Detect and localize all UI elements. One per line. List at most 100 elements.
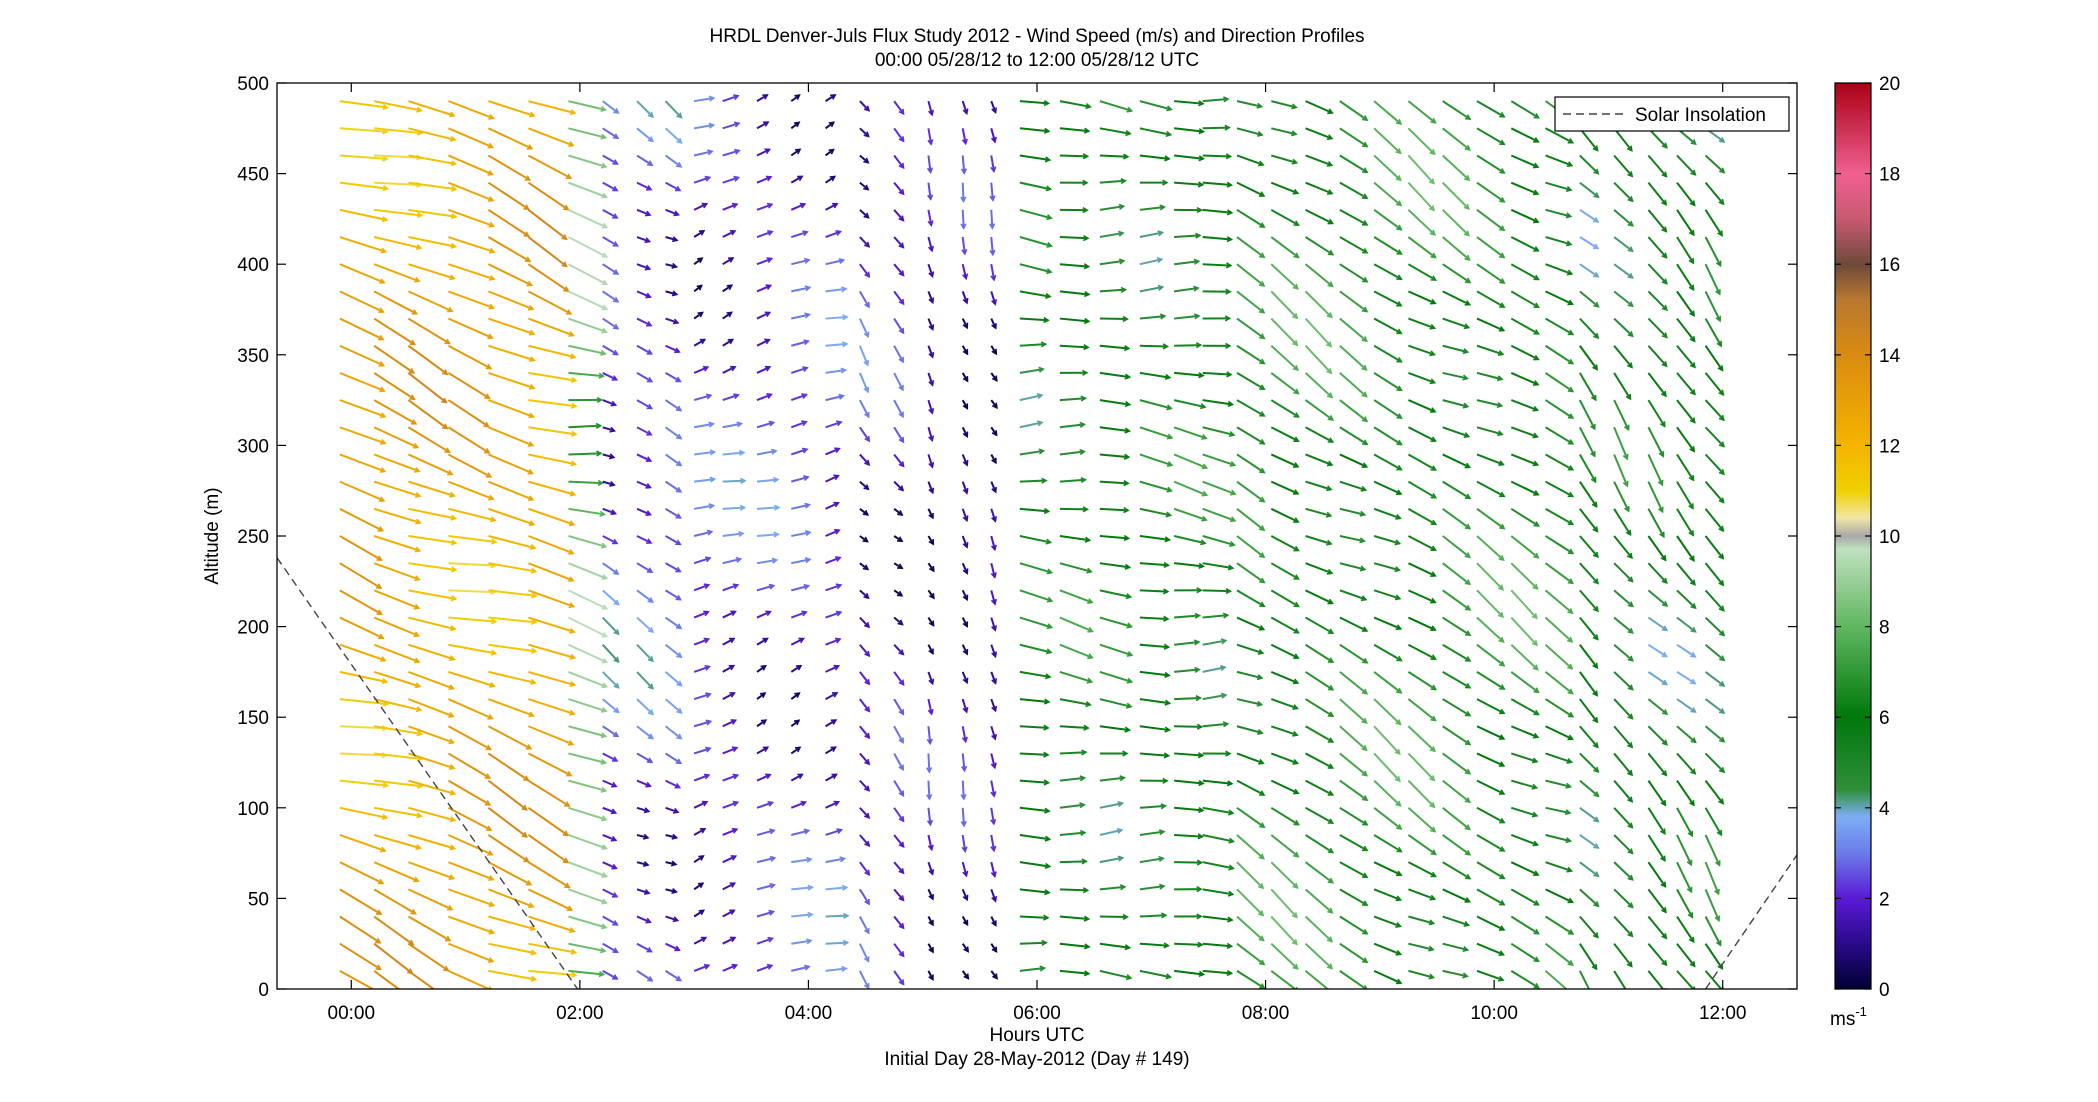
wind-arrow (1139, 942, 1170, 949)
wind-arrow (1174, 100, 1205, 107)
wind-arrow (1139, 912, 1168, 919)
wind-arrow (722, 773, 740, 782)
wind-arrow (1676, 616, 1697, 633)
wind-arrow (1339, 834, 1369, 852)
wind-arrow (791, 911, 814, 918)
wind-arrow (1019, 562, 1054, 575)
wind-arrow (1339, 127, 1369, 148)
x-tick-label: 08:00 (1242, 1003, 1290, 1024)
wind-arrow (1270, 779, 1300, 795)
wind-arrow (1676, 643, 1697, 658)
wind-arrow (1476, 344, 1505, 356)
wind-arrow (568, 100, 608, 112)
wind-arrow (927, 916, 934, 927)
wind-arrow (1339, 643, 1369, 664)
wind-arrow (1139, 777, 1169, 784)
wind-arrow (990, 807, 997, 826)
wind-arrow (408, 698, 455, 718)
wind-arrow (893, 399, 904, 419)
wind-arrow (408, 263, 456, 281)
wind-arrow (825, 202, 839, 211)
wind-arrow (602, 236, 619, 247)
wind-arrow (1305, 127, 1334, 140)
wind-arrow (1545, 779, 1573, 789)
wind-arrow (1442, 942, 1470, 952)
wind-arrow (339, 861, 385, 885)
wind-arrow (990, 264, 997, 282)
wind-arrow (1510, 589, 1538, 620)
wind-arrow (636, 317, 653, 327)
wind-arrow (602, 372, 619, 381)
wind-arrow (1373, 507, 1402, 520)
x-tick-label: 00:00 (328, 1003, 376, 1024)
wind-arrow (1099, 670, 1134, 684)
wind-arrow (339, 371, 386, 393)
wind-arrow (791, 938, 813, 945)
wind-arrow (1442, 535, 1472, 559)
wind-arrow (602, 671, 620, 689)
wind-arrow (1099, 969, 1133, 981)
wind-arrow (1019, 448, 1046, 456)
wind-arrow (1545, 888, 1574, 904)
wind-arrow (722, 909, 736, 918)
wind-arrow (1510, 154, 1540, 169)
wind-arrow (1579, 535, 1599, 559)
wind-arrow (1019, 670, 1052, 680)
wind-arrow (1099, 643, 1134, 657)
wind-arrow (1270, 834, 1300, 858)
wind-arrow (1647, 399, 1666, 428)
wind-arrow (339, 426, 387, 445)
wind-arrow (602, 344, 619, 356)
wind-arrow (1476, 209, 1506, 232)
wind-arrow (373, 507, 422, 525)
wind-arrow (636, 181, 653, 191)
wind-arrow (1407, 426, 1437, 442)
wind-arrow (448, 317, 494, 340)
wind-arrow (339, 453, 387, 473)
wind-arrow (448, 236, 496, 254)
wind-arrow (693, 229, 706, 238)
wind-arrow (1373, 942, 1403, 956)
wind-arrow (1510, 290, 1540, 309)
wind-arrow (1236, 344, 1266, 365)
wind-arrow (448, 480, 495, 501)
wind-arrow (1442, 236, 1471, 261)
wind-arrow (1059, 969, 1091, 977)
wind-arrow (1174, 913, 1203, 920)
wind-arrow (1059, 829, 1087, 837)
wind-arrow (1373, 372, 1403, 392)
wind-arrow (825, 286, 848, 293)
wind-arrow (859, 888, 870, 906)
wind-arrow (927, 562, 935, 573)
wind-arrow (448, 670, 496, 688)
wind-arrow (528, 453, 578, 467)
wind-arrow (990, 291, 997, 306)
wind-arrow (927, 128, 934, 146)
wind-arrow (448, 942, 495, 963)
wind-arrow (373, 562, 421, 582)
wind-arrow (1339, 888, 1369, 906)
wind-arrow (1236, 154, 1265, 167)
wind-arrow (1579, 915, 1599, 939)
wind-arrow (859, 127, 870, 138)
wind-arrow (1270, 208, 1300, 226)
wind-arrow (1704, 345, 1724, 372)
wind-arrow (373, 970, 401, 989)
wind-arrow (1173, 535, 1207, 546)
wind-arrow (1059, 589, 1094, 604)
wind-arrow (893, 752, 904, 772)
wind-arrow (893, 290, 905, 306)
wind-arrow (693, 421, 715, 429)
wind-arrow (961, 481, 969, 495)
wind-arrow (408, 290, 454, 313)
wind-arrow (693, 583, 711, 592)
wind-arrow (791, 828, 811, 836)
wind-arrow (1373, 317, 1403, 335)
wind-arrow (756, 94, 769, 102)
wind-arrow (893, 888, 905, 902)
wind-arrow (339, 263, 386, 284)
wind-arrow (990, 100, 998, 114)
wind-arrow (568, 450, 603, 457)
wind-arrow (1236, 562, 1266, 584)
